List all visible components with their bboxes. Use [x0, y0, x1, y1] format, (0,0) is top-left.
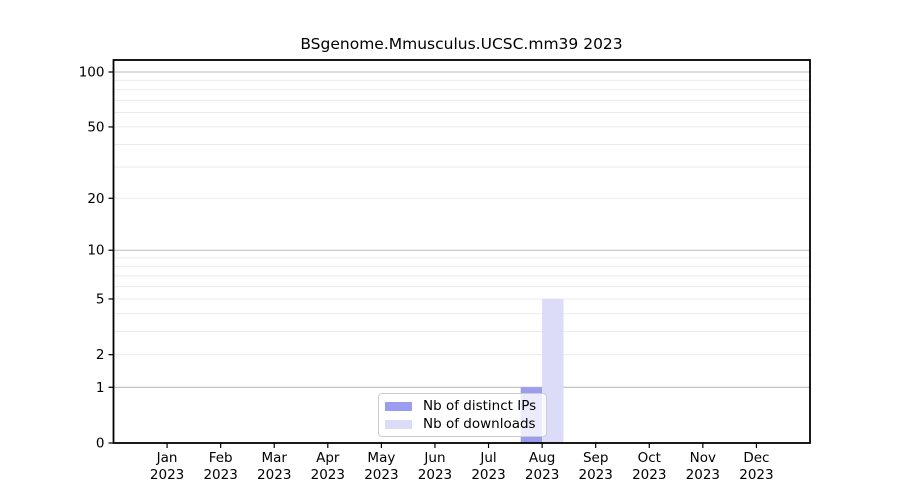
x-tick-label-month: May: [367, 450, 395, 466]
x-tick-label-month: Jul: [479, 450, 496, 466]
x-tick-label-month: Feb: [209, 450, 233, 466]
x-tick-label-month: Aug: [529, 450, 555, 466]
y-tick-label: 1: [96, 380, 105, 396]
legend-label-distinct-ips: Nb of distinct IPs: [423, 398, 537, 414]
x-tick-label-month: Jun: [423, 450, 445, 466]
x-tick-label-month: Dec: [743, 450, 769, 466]
x-tick-label-year: 2023: [632, 467, 666, 483]
x-tick-label-year: 2023: [311, 467, 345, 483]
x-tick-label-year: 2023: [739, 467, 773, 483]
legend-label-downloads: Nb of downloads: [423, 416, 536, 432]
legend-entry: Nb of downloads: [385, 416, 540, 432]
y-tick-label: 20: [87, 191, 104, 207]
x-tick-label-year: 2023: [579, 467, 613, 483]
x-tick-label-year: 2023: [418, 467, 452, 483]
x-tick-label-year: 2023: [203, 467, 237, 483]
y-tick-label: 10: [87, 243, 104, 259]
y-tick-label: 100: [79, 65, 105, 81]
y-tick-label: 50: [87, 119, 104, 135]
x-tick-label-year: 2023: [150, 467, 184, 483]
x-tick-label-year: 2023: [471, 467, 505, 483]
plot-frame: [112, 59, 811, 444]
y-tick-label: 2: [96, 347, 105, 363]
x-tick-label-month: Apr: [316, 450, 340, 466]
x-tick-label-month: Sep: [583, 450, 608, 466]
y-tick-label: 5: [96, 291, 105, 307]
x-tick-label-month: Oct: [638, 450, 661, 466]
x-tick-label-month: Mar: [261, 450, 287, 466]
x-tick-label-month: Nov: [690, 450, 716, 466]
x-tick-label-month: Jan: [156, 450, 178, 466]
chart-title: BSgenome.Mmusculus.UCSC.mm39 2023: [300, 35, 623, 53]
legend-swatch-distinct-ips-icon: [385, 401, 412, 411]
legend-entry: Nb of distinct IPs: [385, 398, 540, 414]
legend: Nb of distinct IPs Nb of downloads: [378, 393, 547, 437]
y-tick-label: 0: [96, 436, 105, 452]
bar-aug-nb-of-downloads: [542, 298, 564, 443]
x-tick-label-year: 2023: [686, 467, 720, 483]
x-tick-label-year: 2023: [525, 467, 559, 483]
x-tick-label-year: 2023: [257, 467, 291, 483]
x-tick-label-year: 2023: [364, 467, 398, 483]
legend-swatch-downloads-icon: [385, 419, 412, 429]
